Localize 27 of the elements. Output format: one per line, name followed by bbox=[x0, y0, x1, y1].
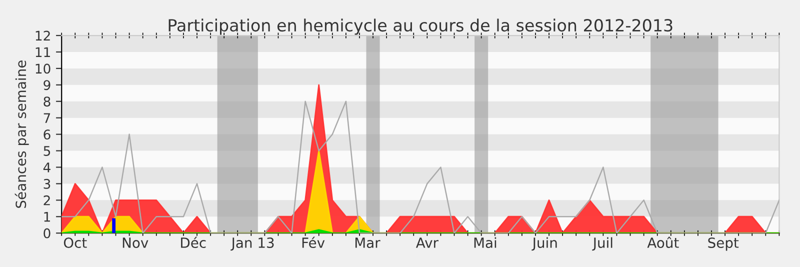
y-tick-label: 4 bbox=[43, 162, 50, 172]
y-axis-title: Séances par semaine bbox=[14, 60, 29, 208]
y-tick-label: 3 bbox=[44, 178, 50, 189]
x-tick-label: Juil bbox=[592, 237, 612, 251]
y-tick-label: 11 bbox=[36, 47, 50, 57]
y-tick-label: 8 bbox=[44, 96, 50, 107]
x-tick-label: Déc bbox=[181, 236, 206, 248]
chart-title: Participation en hemicycle au cours de la session 2012-2013 bbox=[168, 18, 672, 35]
x-tick-label: Nov bbox=[122, 238, 148, 248]
y-tick-label: 1 bbox=[44, 212, 50, 222]
x-tick-label: Fév bbox=[302, 236, 325, 248]
x-tick-label: Avr bbox=[416, 238, 438, 248]
x-tick-label: Mai bbox=[474, 237, 496, 248]
x-tick-label: Août bbox=[647, 236, 679, 248]
x-tick-label: Sept bbox=[708, 238, 739, 251]
y-tick-label: 12 bbox=[36, 30, 50, 41]
x-tick-label: Oct bbox=[64, 238, 87, 248]
y-tick-label: 6 bbox=[44, 130, 50, 140]
y-tick-label: 10 bbox=[36, 64, 50, 74]
y-tick-label: 9 bbox=[44, 80, 50, 90]
y-tick-label: 5 bbox=[44, 146, 50, 156]
x-tick-label: Mar bbox=[355, 238, 380, 248]
y-tick-label: 7 bbox=[44, 113, 50, 123]
y-tick-label: 2 bbox=[44, 195, 50, 206]
x-tick-label: Jan 13 bbox=[230, 238, 274, 251]
y-tick-label: 0 bbox=[44, 228, 50, 238]
x-tick-label: Juin bbox=[532, 237, 557, 251]
